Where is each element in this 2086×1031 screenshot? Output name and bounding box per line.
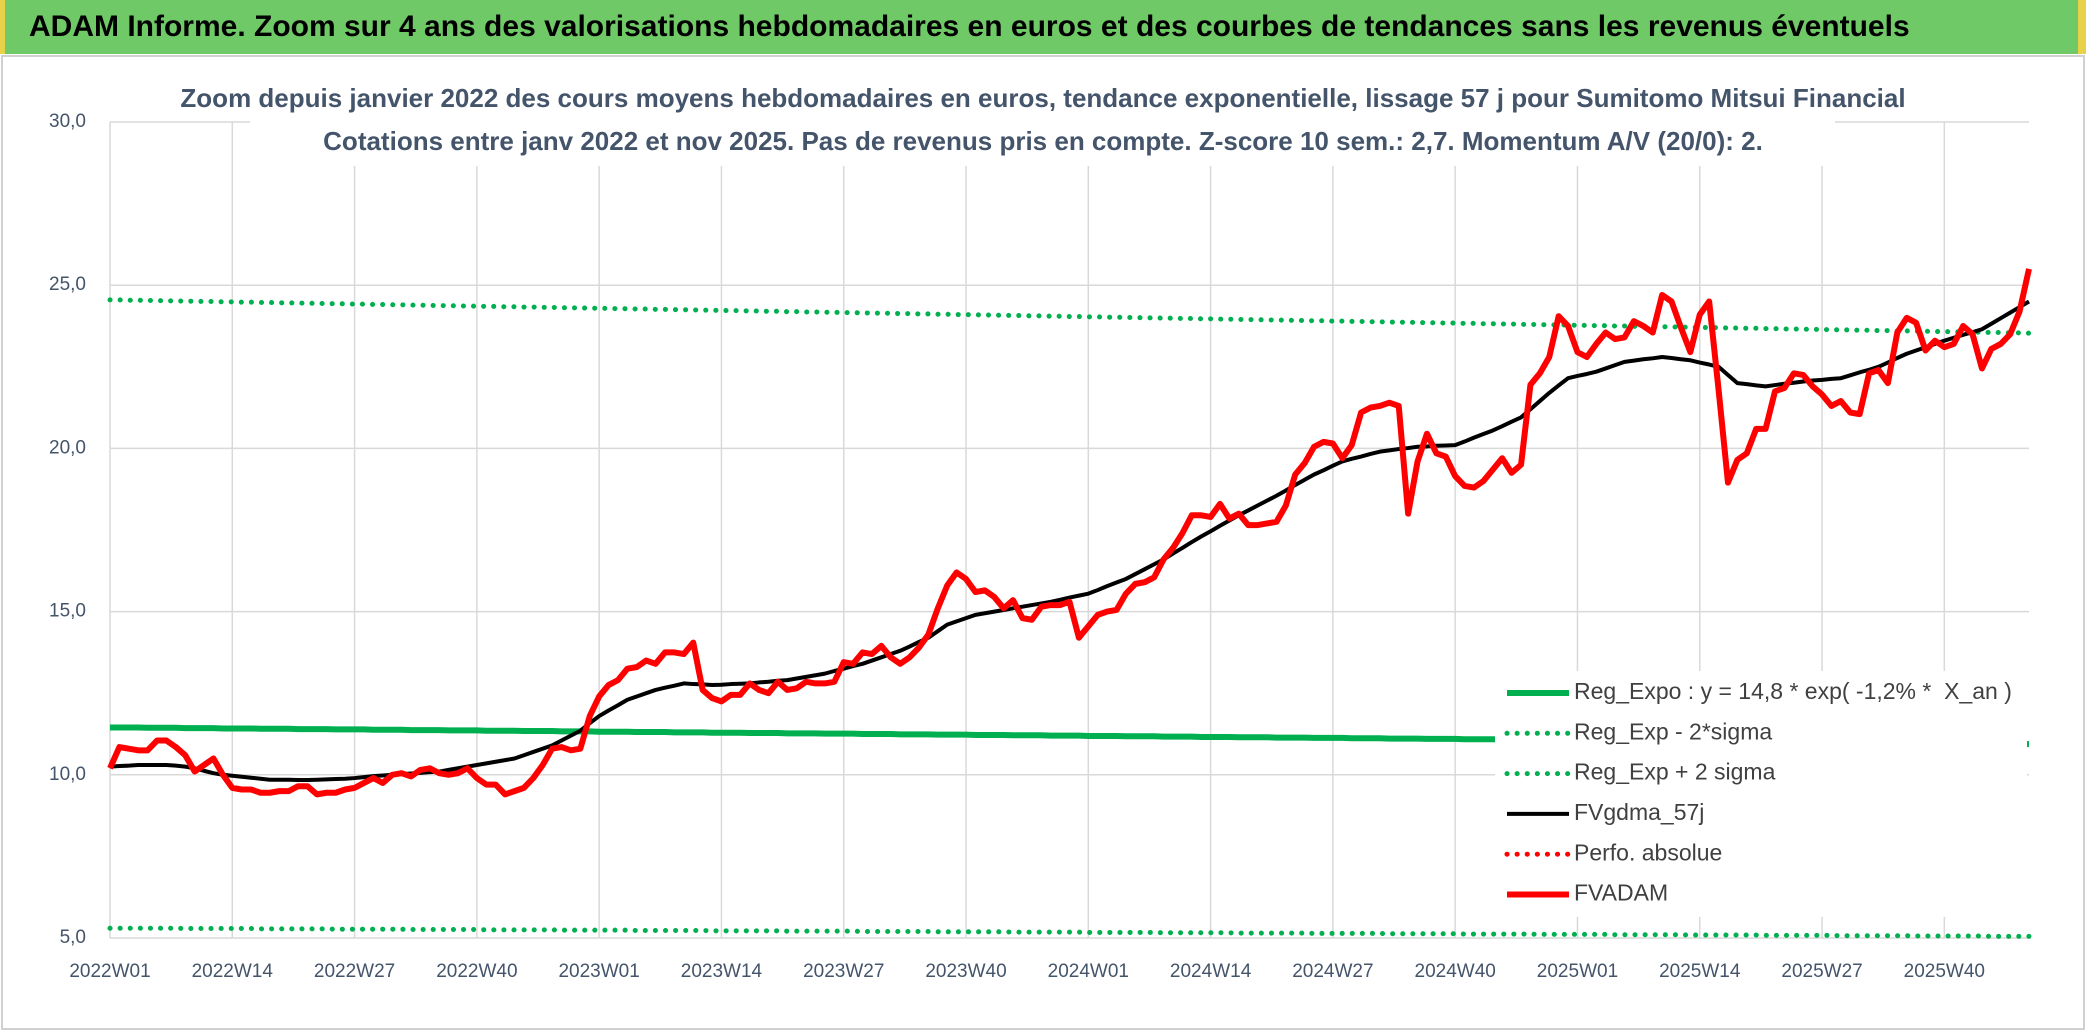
series-line (107, 925, 2032, 939)
x-tick-label: 2024W27 (1292, 961, 1373, 982)
x-tick-label: 2022W40 (436, 961, 517, 982)
chart-frame (1, 55, 2085, 1030)
chart-title: Zoom depuis janvier 2022 des cours moyen… (180, 83, 1905, 113)
legend-label: FVgdma_57j (1574, 799, 1704, 825)
chart-subtitle: Cotations entre janv 2022 et nov 2025. P… (323, 126, 1763, 156)
page-title: ADAM Informe. Zoom sur 4 ans des valoris… (29, 10, 1910, 43)
series-line (107, 297, 2032, 336)
x-tick-label: 2022W27 (314, 961, 395, 982)
series-line (109, 299, 2031, 783)
x-tick-label: 2025W01 (1537, 961, 1618, 982)
series-line (107, 268, 2032, 798)
legend-label: Reg_Exp + 2 sigma (1574, 759, 1776, 785)
title-box (250, 80, 1835, 166)
x-tick-label: 2024W01 (1048, 961, 1129, 982)
y-tick-label: 20,0 (49, 437, 86, 458)
y-tick-label: 25,0 (49, 274, 86, 295)
title-bar-edge (2078, 0, 2086, 54)
y-tick-label: 10,0 (49, 764, 86, 785)
x-tick-label: 2025W40 (1904, 961, 1985, 982)
x-tick-label: 2024W40 (1415, 961, 1496, 982)
legend-label: Perfo. absolue (1574, 839, 1722, 865)
legend-label: Reg_Exp - 2*sigma (1574, 718, 1772, 744)
x-tick-label: 2022W14 (192, 961, 274, 982)
x-tick-label: 2023W01 (558, 961, 639, 982)
x-tick-label: 2023W27 (803, 961, 884, 982)
y-tick-label: 30,0 (49, 111, 86, 132)
title-bar (0, 0, 2086, 54)
x-tick-label: 2023W14 (681, 961, 763, 982)
title-bar-edge (0, 0, 5, 54)
x-tick-label: 2023W40 (925, 961, 1006, 982)
legend-box (1495, 671, 2027, 917)
legend-label: Reg_Expo : y = 14,8 * exp( -1,2% * X_an … (1574, 678, 2012, 704)
y-tick-label: 15,0 (49, 601, 86, 622)
x-tick-label: 2025W14 (1659, 961, 1741, 982)
x-tick-label: 2025W27 (1781, 961, 1862, 982)
legend: Reg_Expo : y = 14,8 * exp( -1,2% * X_an … (1495, 671, 2027, 917)
y-tick-label: 5,0 (60, 927, 86, 948)
x-tick-label: 2024W14 (1170, 961, 1252, 982)
x-tick-label: 2022W01 (69, 961, 150, 982)
legend-label: FVADAM (1574, 880, 1668, 906)
